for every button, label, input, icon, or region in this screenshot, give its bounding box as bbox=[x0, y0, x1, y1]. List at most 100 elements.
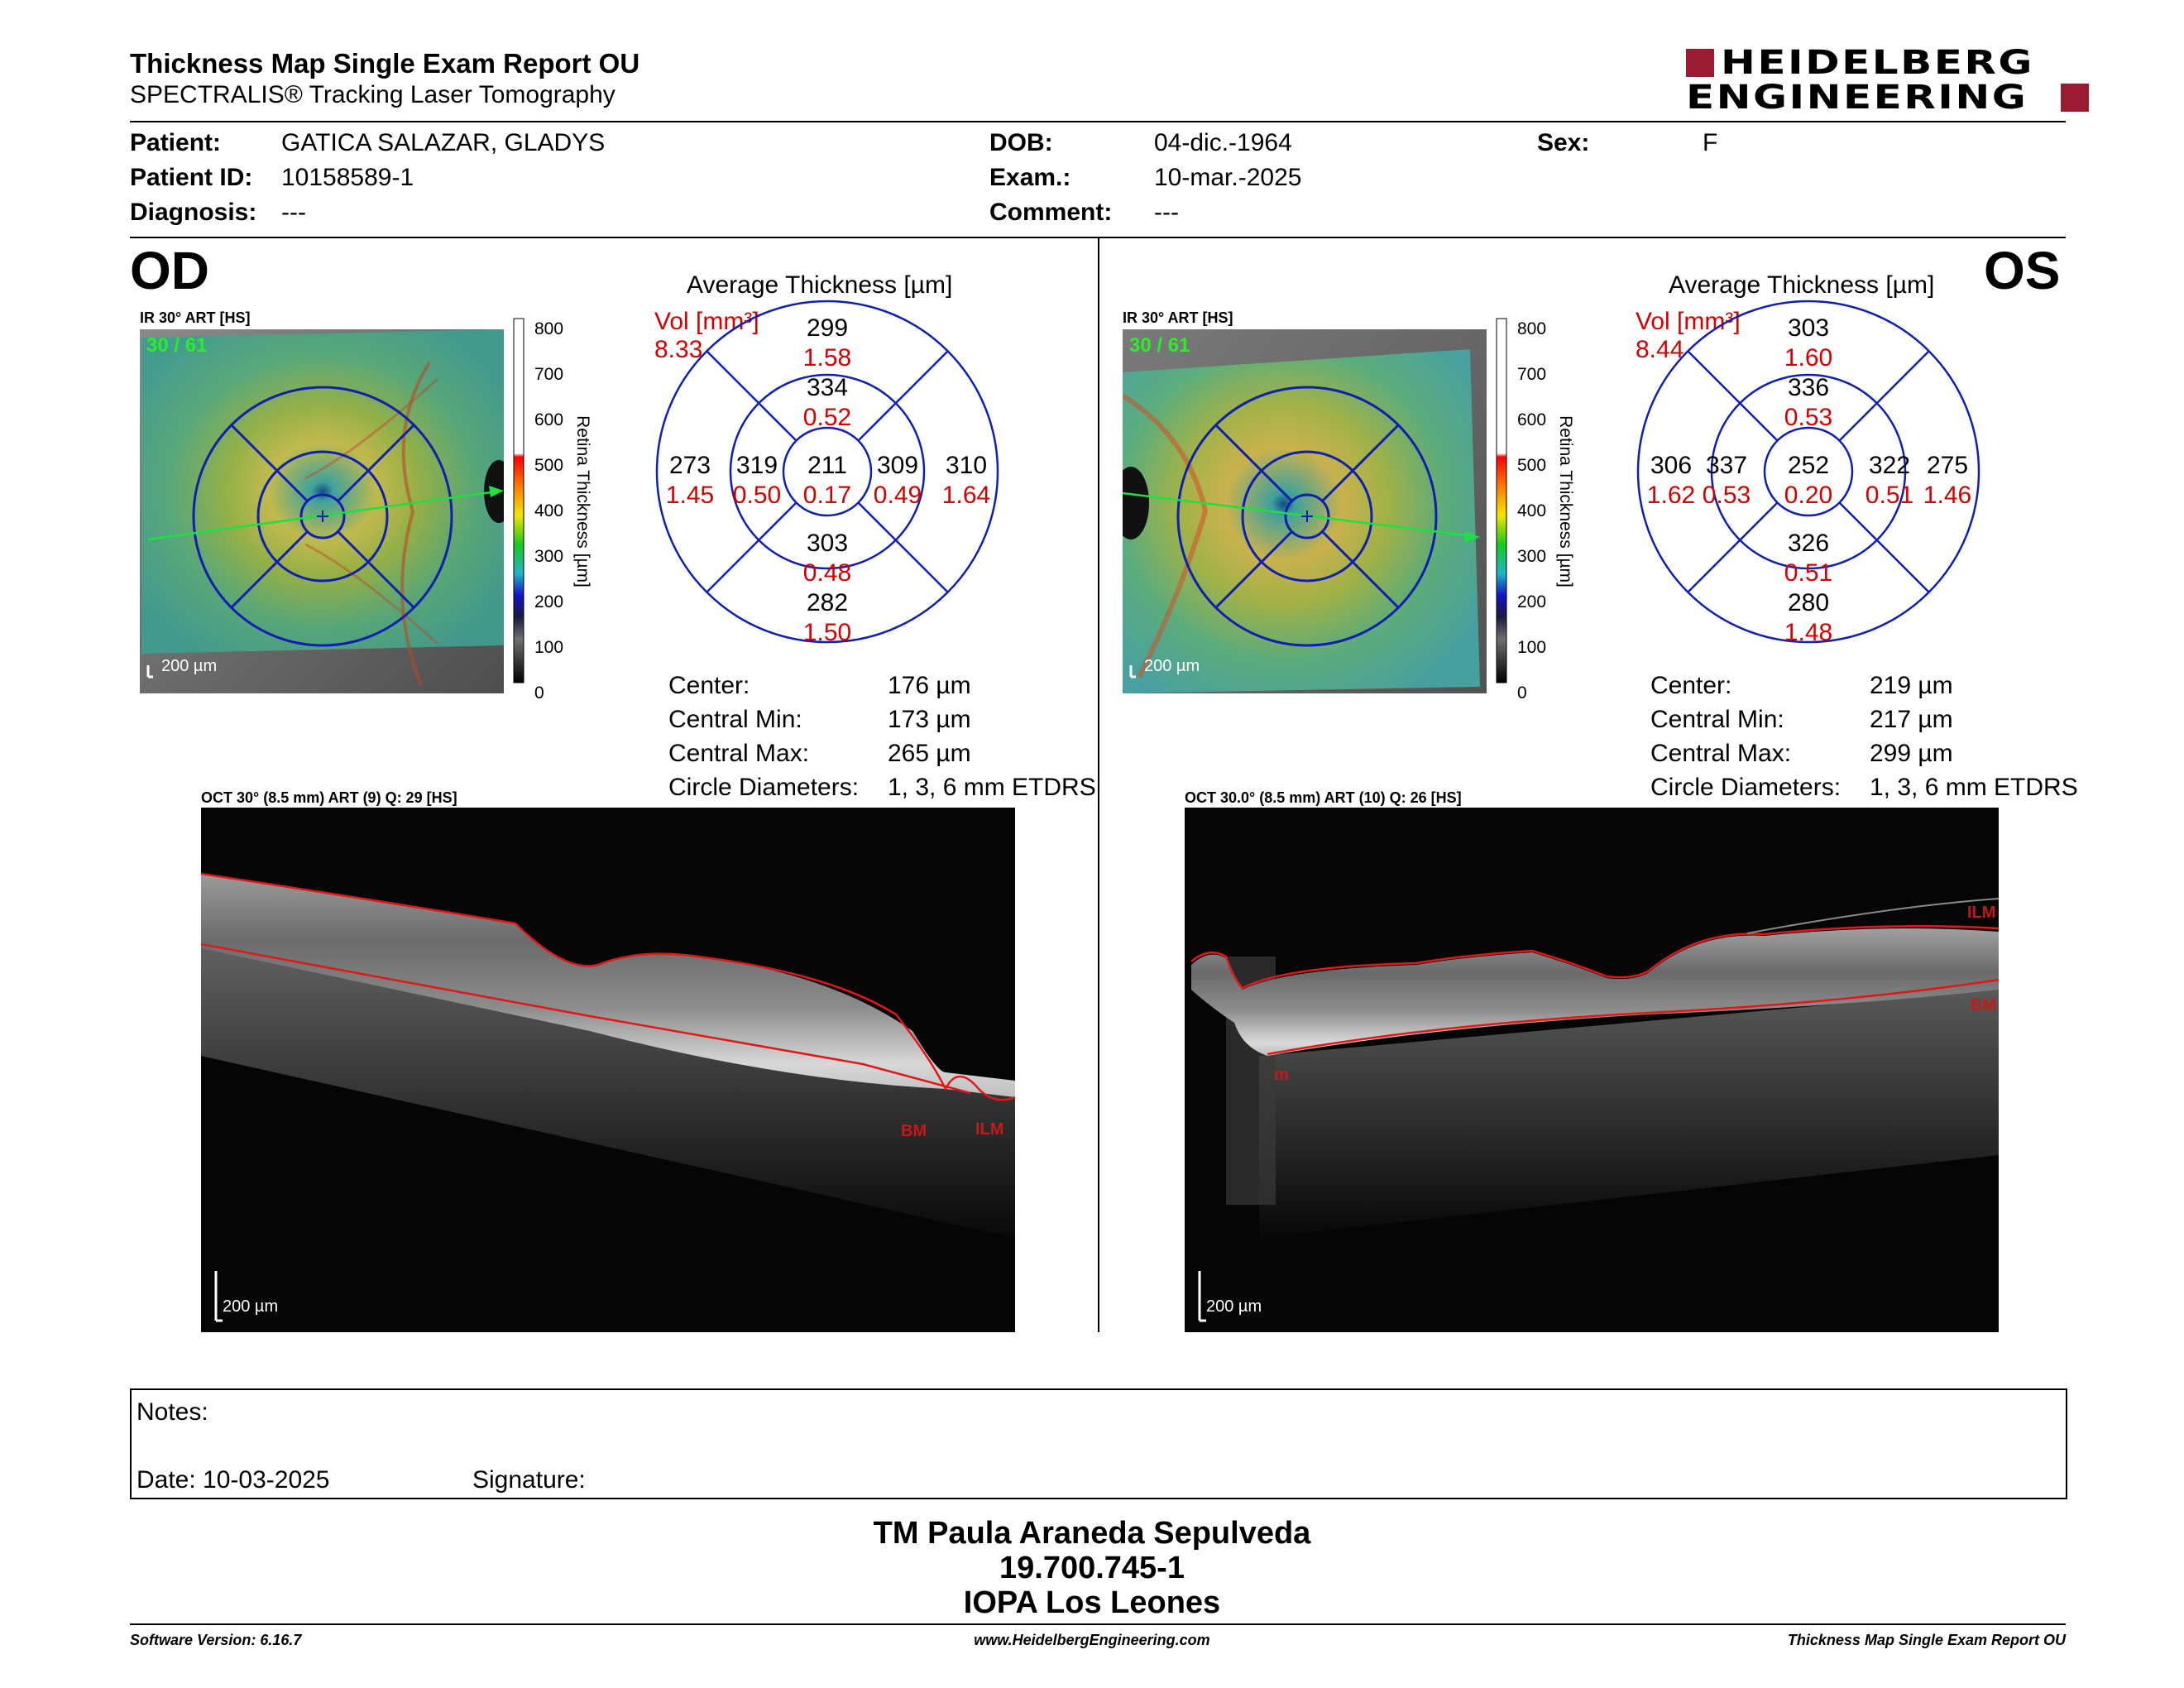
signer-name: TM Paula Araneda Sepulveda bbox=[873, 1516, 1311, 1551]
os-inner-inf-volume: 0.51 bbox=[1784, 559, 1832, 587]
os-ilm-layer-label: ILM bbox=[1967, 904, 1996, 922]
od-vol-total: 8.33 bbox=[654, 336, 703, 363]
od-inner-sup-volume: 0.52 bbox=[803, 404, 851, 431]
scale-tick: 0 bbox=[534, 683, 544, 703]
os-outer-left-volume: 1.62 bbox=[1647, 482, 1695, 509]
notes-box: Notes: Date: 10-03-2025 Signature: bbox=[130, 1388, 2067, 1499]
od-outer-sup-thickness: 299 bbox=[807, 314, 848, 342]
od-oct-bscan: BM ILM 200 µm bbox=[201, 808, 1015, 1332]
scale-tick: 600 bbox=[1517, 410, 1547, 429]
od-outer-inf-volume: 1.50 bbox=[803, 619, 851, 645]
od-outer-left-volume: 1.45 bbox=[666, 482, 714, 509]
scale-tick: 100 bbox=[534, 638, 564, 657]
signer-rut: 19.700.745-1 bbox=[999, 1551, 1185, 1585]
od-frames-count: 30 / 61 bbox=[146, 334, 208, 357]
report-subtitle: SPECTRALIS® Tracking Laser Tomography bbox=[130, 81, 615, 108]
od-ir-label: IR 30° ART [HS] bbox=[140, 309, 251, 326]
od-eye-label: OD bbox=[130, 241, 209, 300]
od-bm-layer-label: BM bbox=[901, 1122, 927, 1140]
os-min-value: 217 µm bbox=[1870, 706, 1953, 733]
od-inner-left-thickness: 319 bbox=[736, 452, 778, 479]
od-center-thickness: 211 bbox=[807, 452, 847, 479]
os-inner-right-volume: 0.51 bbox=[1866, 482, 1913, 509]
od-scale-axis-label: Retina Thickness [µm] bbox=[573, 415, 592, 587]
os-max-value: 299 µm bbox=[1870, 740, 1953, 767]
scale-tick: 500 bbox=[534, 456, 564, 475]
patient-label: Patient: bbox=[130, 129, 222, 156]
os-color-scale bbox=[1496, 318, 1507, 683]
report-title: Thickness Map Single Exam Report OU bbox=[130, 48, 640, 79]
scale-tick: 700 bbox=[534, 365, 564, 384]
scale-tick: 200 bbox=[1517, 592, 1547, 611]
od-diam-value: 1, 3, 6 mm ETDRS bbox=[888, 774, 1096, 801]
os-outer-inf-thickness: 280 bbox=[1788, 589, 1829, 616]
os-inner-left-volume: 0.53 bbox=[1703, 482, 1751, 509]
scale-tick: 300 bbox=[1517, 547, 1547, 566]
os-thickness-map: 30 / 61 200 µm bbox=[1123, 329, 1487, 693]
software-version: Software Version: 6.16.7 bbox=[130, 1632, 302, 1648]
od-oct-scale-label: 200 µm bbox=[223, 1297, 279, 1316]
os-bm-layer-label: BM bbox=[1971, 996, 1997, 1014]
od-etdrs-grid: 299 1.58 334 0.52 211 0.17 319 0.50 309 … bbox=[655, 300, 999, 645]
os-inner-sup-volume: 0.53 bbox=[1784, 404, 1832, 431]
comment-value: --- bbox=[1154, 199, 1179, 226]
os-inner-left-thickness: 337 bbox=[1706, 452, 1747, 479]
os-outer-inf-volume: 1.48 bbox=[1784, 619, 1832, 645]
os-center-thickness: 252 bbox=[1788, 452, 1829, 479]
od-inner-right-thickness: 309 bbox=[877, 452, 918, 479]
diagnosis-label: Diagnosis: bbox=[130, 199, 257, 226]
od-color-scale bbox=[513, 318, 524, 683]
os-oct-bscan: ILM BM m 200 µm bbox=[1185, 808, 1999, 1332]
os-center-label: Center: bbox=[1650, 672, 1732, 699]
os-outer-right-thickness: 275 bbox=[1927, 452, 1968, 479]
os-outer-sup-volume: 1.60 bbox=[1784, 344, 1832, 372]
eye-divider bbox=[1098, 238, 1099, 1332]
patient-id-label: Patient ID: bbox=[130, 164, 253, 191]
scale-tick: 400 bbox=[534, 501, 564, 520]
os-oct-scale-label: 200 µm bbox=[1206, 1297, 1262, 1316]
logo-line1: HEIDELBERG bbox=[1721, 44, 2034, 82]
footer-divider bbox=[130, 1623, 2066, 1625]
patient-id-value: 10158589-1 bbox=[281, 164, 414, 191]
os-center-value: 219 µm bbox=[1870, 672, 1953, 699]
website-link[interactable]: www.HeidelbergEngineering.com bbox=[974, 1632, 1210, 1648]
os-vol-total: 8.44 bbox=[1636, 336, 1684, 363]
patient-value: GATICA SALAZAR, GLADYS bbox=[281, 129, 606, 156]
logo-square-icon bbox=[2060, 84, 2089, 112]
os-max-label: Central Max: bbox=[1650, 740, 1792, 767]
od-center-volume: 0.17 bbox=[803, 482, 851, 509]
os-inner-right-thickness: 322 bbox=[1869, 452, 1910, 479]
od-inner-sup-thickness: 334 bbox=[807, 374, 848, 401]
os-scale-axis-label: Retina Thickness [µm] bbox=[1556, 415, 1575, 587]
scale-tick: 400 bbox=[1517, 501, 1547, 520]
scale-tick: 600 bbox=[534, 410, 564, 429]
scale-tick: 800 bbox=[534, 319, 564, 338]
logo-line2: ENGINEERING bbox=[1686, 79, 2028, 117]
scale-tick: 100 bbox=[1517, 638, 1547, 657]
os-frames-count: 30 / 61 bbox=[1129, 334, 1190, 357]
scale-tick: 800 bbox=[1517, 319, 1547, 338]
od-outer-inf-thickness: 282 bbox=[807, 589, 848, 616]
od-inner-left-volume: 0.50 bbox=[733, 482, 781, 509]
os-oct-label: OCT 30.0° (8.5 mm) ART (10) Q: 26 [HS] bbox=[1185, 789, 1462, 806]
od-avg-title: Average Thickness [µm] bbox=[687, 271, 953, 299]
signer-institution: IOPA Los Leones bbox=[963, 1585, 1221, 1620]
date-label: Date: 10-03-2025 bbox=[136, 1466, 330, 1494]
info-divider bbox=[130, 237, 2066, 238]
scale-tick: 300 bbox=[534, 547, 564, 566]
od-scale-ticks: 800 700 600 500 400 300 200 100 0 bbox=[534, 306, 563, 716]
od-vol-label: Vol [mm³] bbox=[654, 308, 759, 335]
os-ir-label: IR 30° ART [HS] bbox=[1123, 309, 1233, 326]
od-max-label: Central Max: bbox=[668, 740, 810, 767]
os-avg-title: Average Thickness [µm] bbox=[1669, 271, 1935, 299]
notes-label: Notes: bbox=[136, 1398, 208, 1426]
os-outer-right-volume: 1.46 bbox=[1923, 482, 1971, 509]
exam-value: 10-mar.-2025 bbox=[1154, 164, 1302, 191]
os-outer-sup-thickness: 303 bbox=[1788, 314, 1829, 342]
exam-label: Exam.: bbox=[989, 164, 1071, 191]
os-outer-left-thickness: 306 bbox=[1650, 452, 1692, 479]
os-etdrs-grid: 303 1.60 336 0.53 252 0.20 337 0.53 322 … bbox=[1636, 300, 1980, 645]
od-inner-right-volume: 0.49 bbox=[874, 482, 922, 509]
od-inner-inf-volume: 0.48 bbox=[803, 559, 851, 587]
scale-tick: 0 bbox=[1517, 683, 1527, 703]
